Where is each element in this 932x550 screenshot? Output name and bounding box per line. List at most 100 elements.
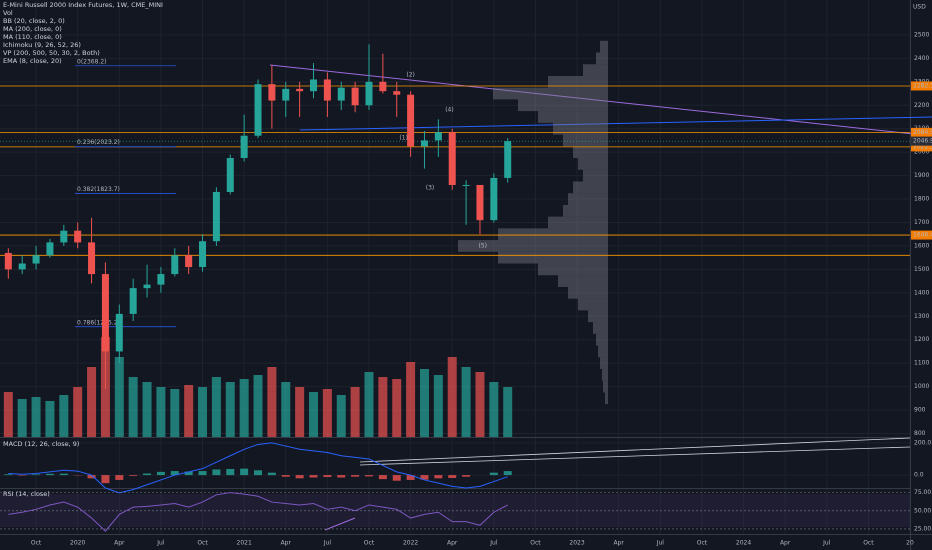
macd-histogram-bar — [129, 475, 138, 476]
volume-bar — [45, 401, 55, 437]
macd-title: MACD (12, 26, close, 9) — [3, 440, 79, 448]
wave-label: (3) — [426, 185, 435, 192]
volume-bar — [350, 387, 360, 437]
x-tick-label: Apr — [281, 540, 292, 547]
price-label: 2022.5 — [913, 143, 932, 150]
macd-histogram-bar — [184, 471, 193, 476]
candle-body — [32, 255, 40, 264]
volume-bar — [475, 372, 485, 437]
candle-body — [185, 255, 193, 268]
volume-bar — [73, 387, 83, 437]
macd-tick-label: 0.0 — [914, 472, 924, 479]
candle-body — [337, 87, 345, 101]
candle-body — [379, 81, 387, 92]
volume-bar — [17, 399, 27, 437]
candle-body — [157, 274, 165, 285]
volume-bar — [59, 395, 69, 437]
volume-profile-bar — [493, 87, 608, 100]
volume-profile-bar — [458, 240, 608, 252]
volume-profile-bar — [588, 310, 608, 323]
volume-bar — [489, 382, 499, 437]
x-tick-label: Jul — [156, 540, 165, 547]
candle-body — [365, 81, 373, 106]
legend-entry: MA (200, close, 0) — [3, 25, 62, 33]
macd-histogram-bar — [448, 475, 457, 478]
rsi-title: RSI (14, close) — [3, 490, 50, 498]
chart-title: E-Mini Russell 2000 Index Futures, 1W, C… — [3, 1, 163, 9]
x-tick-label: 2024 — [736, 540, 751, 547]
x-tick-label: Jul — [822, 540, 831, 547]
y-tick-label: 1600 — [914, 242, 929, 249]
volume-bar — [336, 395, 346, 437]
volume-bar — [267, 367, 277, 437]
macd-histogram-bar — [462, 475, 471, 477]
price-label-bg — [911, 127, 932, 137]
volume-profile-bar — [578, 158, 608, 170]
macd-histogram-bar — [364, 475, 373, 477]
candle-body — [282, 88, 290, 101]
volume-profile-bar — [603, 380, 608, 393]
volume-bar — [309, 392, 319, 437]
volume-bar — [114, 357, 124, 437]
candle-body — [393, 91, 401, 95]
macd-histogram-bar — [267, 472, 276, 476]
wave-label: (2) — [406, 72, 415, 79]
trend-line — [299, 116, 932, 131]
candle-body — [448, 132, 456, 185]
volume-profile-bar — [578, 298, 608, 311]
macd-tick-label: 200.0 — [914, 439, 931, 446]
volume-profile-bar — [498, 251, 608, 264]
x-tick-label: Jul — [656, 540, 665, 547]
volume-bar — [198, 387, 208, 437]
last-price-bg — [911, 136, 932, 146]
legend-entry: MA (110, close, 0) — [3, 33, 62, 41]
macd-histogram-bar — [337, 475, 346, 478]
price-label-bg — [911, 230, 932, 240]
y-tick-label: 2400 — [914, 55, 929, 62]
y-tick-label: 1900 — [914, 172, 929, 179]
x-tick-label: Oct — [31, 540, 42, 547]
volume-bar — [225, 382, 235, 437]
candle-body — [4, 252, 12, 270]
candle-body — [74, 230, 82, 243]
volume-profile-bar — [558, 275, 608, 287]
macd-histogram-bar — [87, 475, 96, 479]
rsi-tick-label: 50.00 — [914, 507, 931, 514]
legend-entry: VP (200, 500, 50, 30, 2, Both) — [3, 49, 100, 57]
volume-profile-bar — [568, 193, 608, 205]
candle-body — [420, 140, 428, 147]
volume-bar — [142, 382, 152, 437]
candle-body — [18, 263, 26, 270]
price-label-bg — [911, 81, 932, 91]
fib-label: 0(2368.2) — [77, 58, 107, 65]
x-tick-label: 2020 — [70, 540, 85, 547]
volume-bar — [392, 379, 402, 437]
volume-bar — [461, 367, 471, 437]
candle-body — [407, 94, 415, 147]
volume-profile-bar — [518, 99, 608, 112]
macd-histogram-bar — [503, 471, 512, 476]
x-tick-label: 20 — [906, 540, 914, 547]
x-tick-label: Oct — [364, 540, 375, 547]
candle-body — [351, 87, 359, 106]
volume-profile-bar — [568, 286, 608, 299]
trend-line — [359, 446, 911, 466]
macd-histogram-bar — [281, 475, 290, 477]
y-tick-label: 1500 — [914, 266, 929, 273]
volume-bar — [253, 375, 263, 437]
candle-body — [254, 84, 262, 136]
last-price-label: 2046.9 — [913, 138, 932, 145]
macd-histogram-bar — [32, 474, 41, 476]
volume-profile-bar — [600, 357, 608, 370]
y-tick-label: 2200 — [914, 102, 929, 109]
candle-body — [476, 184, 484, 221]
trend-line — [269, 64, 932, 137]
candle-body — [310, 79, 318, 92]
legend-entry: Vol — [3, 9, 13, 17]
macd-histogram-bar — [45, 473, 54, 476]
volume-profile-bar — [548, 216, 608, 229]
currency: USD — [913, 4, 926, 11]
candle-body — [226, 158, 234, 193]
x-tick-label: Oct — [697, 540, 708, 547]
